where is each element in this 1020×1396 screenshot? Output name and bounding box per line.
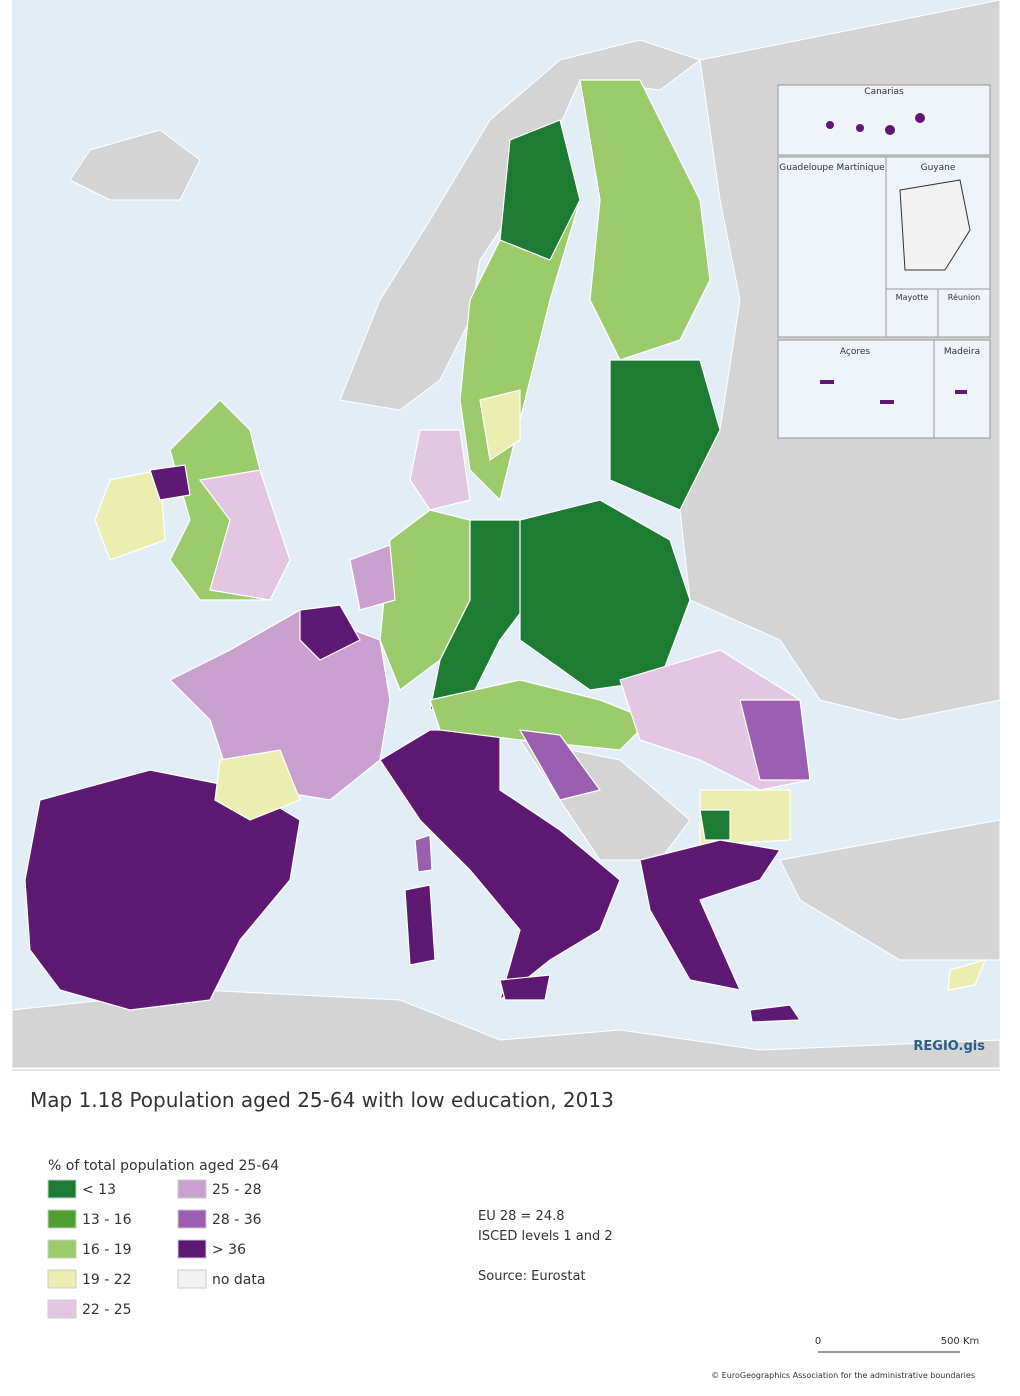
island: [856, 124, 864, 132]
romania-east: [739, 699, 811, 781]
inset-box: [777, 339, 935, 439]
island: [955, 390, 967, 394]
benelux: [349, 544, 396, 611]
inset-label: Açores: [840, 347, 870, 357]
legend-swatch: [177, 1239, 207, 1259]
legend-label: 19 - 22: [82, 1272, 132, 1288]
legend-swatch: [47, 1239, 77, 1259]
island: [880, 400, 894, 404]
sweden-south: [479, 389, 521, 462]
legend-label: 22 - 25: [82, 1302, 132, 1318]
title: Map 1.18 Population aged 25-64 with low …: [30, 1088, 614, 1112]
northern-ireland: [149, 464, 191, 501]
inset-label: Guyane: [921, 163, 956, 173]
central: [429, 679, 652, 751]
island: [820, 380, 834, 384]
legend-swatch: [47, 1179, 77, 1199]
sicily: [499, 974, 551, 1001]
norway: [339, 39, 702, 411]
legend-swatch: [47, 1299, 77, 1319]
guyane-shape: [899, 179, 971, 271]
legend: < 13 13 - 16 16 - 19 19 - 22 22 - 25 25 - 28 2…: [47, 1179, 265, 1319]
brand: REGIO.gis: [913, 1039, 985, 1054]
note: Source: Eurostat: [478, 1269, 586, 1284]
inset-label: Réunion: [948, 292, 980, 302]
iceland: [69, 129, 201, 201]
legend-swatch: [47, 1269, 77, 1289]
england: [198, 469, 291, 601]
inset-label: Canarias: [864, 87, 904, 97]
denmark: [409, 429, 471, 511]
baltics: [609, 359, 721, 511]
inset-box: [885, 288, 939, 338]
finland: [579, 79, 711, 361]
legend-label: < 13: [82, 1182, 116, 1198]
scale-label: 500 Km: [941, 1336, 980, 1347]
legend-label: 16 - 19: [82, 1242, 132, 1258]
poland: [519, 499, 691, 691]
island: [826, 121, 834, 129]
note: ISCED levels 1 and 2: [478, 1229, 613, 1244]
corsica: [414, 834, 433, 873]
legend-label: > 36: [212, 1242, 246, 1258]
legend-swatch: [177, 1209, 207, 1229]
legend-label: 28 - 36: [212, 1212, 262, 1228]
france-southwest: [214, 749, 301, 821]
africa: [11, 989, 1001, 1069]
france-north: [299, 604, 361, 661]
croatia: [518, 729, 602, 801]
inset-box: [777, 84, 991, 156]
legend-title: % of total population aged 25-64: [48, 1158, 279, 1174]
scale-label: 0: [815, 1336, 821, 1347]
legend-label: no data: [212, 1272, 265, 1288]
crete: [749, 1004, 802, 1023]
inset-label: Mayotte: [896, 293, 929, 302]
sardinia: [404, 884, 436, 966]
legend-swatch: [177, 1269, 207, 1289]
inset-label: Guadeloupe Martinique: [779, 163, 885, 173]
legend-label: 13 - 16: [82, 1212, 132, 1228]
legend-label: 25 - 28: [212, 1182, 262, 1198]
island: [915, 113, 925, 123]
note: EU 28 = 24.8: [478, 1209, 565, 1224]
inset-box: [777, 156, 887, 338]
bulgaria-west: [699, 809, 731, 841]
inset-label: Madeira: [944, 347, 980, 357]
legend-swatch: [47, 1209, 77, 1229]
island: [885, 125, 895, 135]
inset-box: [933, 339, 991, 439]
legend-swatch: [177, 1179, 207, 1199]
greece: [639, 839, 782, 991]
cyprus: [947, 959, 987, 991]
inset-box: [937, 288, 991, 338]
sweden-north: [499, 119, 581, 261]
turkey: [779, 819, 1001, 961]
copyright: © EuroGeographics Association for the ad…: [711, 1371, 975, 1380]
